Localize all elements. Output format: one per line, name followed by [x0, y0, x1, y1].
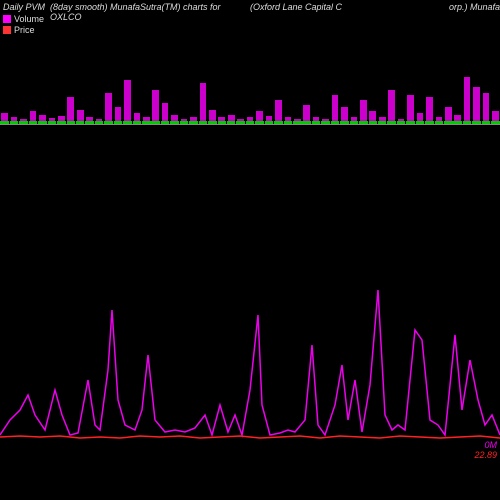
bar-group [311, 35, 320, 125]
bar-group [349, 35, 358, 125]
bar-group [151, 35, 160, 125]
bar-group [453, 35, 462, 125]
bar-group [113, 35, 122, 125]
bar-group [170, 35, 179, 125]
volume-bar [388, 90, 395, 125]
legend: Volume Price [3, 14, 44, 36]
volume-bar [464, 77, 471, 125]
legend-label-price: Price [14, 25, 35, 35]
bar-group [387, 35, 396, 125]
bar-group [359, 35, 368, 125]
bar-group [217, 35, 226, 125]
bar-group [330, 35, 339, 125]
bar-group [104, 35, 113, 125]
volume-bar [473, 87, 480, 125]
baseline [0, 124, 500, 125]
bar-group [28, 35, 37, 125]
bar-group [208, 35, 217, 125]
volume-bar-chart [0, 35, 500, 125]
bar-group [444, 35, 453, 125]
price-line [0, 436, 500, 438]
price-color-box [3, 26, 11, 34]
bar-group [160, 35, 169, 125]
bar-group [142, 35, 151, 125]
bar-group [368, 35, 377, 125]
header-title-right: orp.) Munafa [449, 2, 500, 12]
bar-group [321, 35, 330, 125]
bar-group [123, 35, 132, 125]
bar-group [94, 35, 103, 125]
bar-group [9, 35, 18, 125]
header-title-mid2: (Oxford Lane Capital C [250, 2, 400, 16]
bar-group [179, 35, 188, 125]
volume-bar [152, 90, 159, 125]
volume-line [0, 290, 500, 435]
chart-container: Daily PVM (8day smooth) MunafaSutra(TM) … [0, 0, 500, 500]
bar-group [132, 35, 141, 125]
legend-item-price: Price [3, 25, 44, 35]
bar-container [0, 35, 500, 125]
bar-group [227, 35, 236, 125]
volume-bar [200, 83, 207, 125]
bar-group [76, 35, 85, 125]
bar-group [462, 35, 471, 125]
legend-label-volume: Volume [14, 14, 44, 24]
bar-group [236, 35, 245, 125]
bar-group [264, 35, 273, 125]
bar-group [19, 35, 28, 125]
volume-bar [124, 80, 131, 125]
bar-group [85, 35, 94, 125]
volume-color-box [3, 15, 11, 23]
legend-item-volume: Volume [3, 14, 44, 24]
bar-group [47, 35, 56, 125]
bar-group [378, 35, 387, 125]
bar-group [340, 35, 349, 125]
line-chart-svg [0, 240, 500, 460]
bar-group [434, 35, 443, 125]
bar-group [57, 35, 66, 125]
line-chart: 0M 22.89 [0, 240, 500, 460]
bar-group [302, 35, 311, 125]
bar-group [472, 35, 481, 125]
bar-group [293, 35, 302, 125]
bar-group [406, 35, 415, 125]
axis-label-zero: 0M [484, 440, 497, 450]
bar-group [255, 35, 264, 125]
bar-group [283, 35, 292, 125]
bar-group [491, 35, 500, 125]
bar-group [0, 35, 9, 125]
bar-group [245, 35, 254, 125]
header-title-mid1: (8day smooth) MunafaSutra(TM) charts for… [50, 2, 250, 16]
bar-group [415, 35, 424, 125]
bar-group [425, 35, 434, 125]
axis-label-price: 22.89 [474, 450, 497, 460]
bar-group [396, 35, 405, 125]
bar-group [38, 35, 47, 125]
bar-group [274, 35, 283, 125]
bar-group [481, 35, 490, 125]
bar-group [198, 35, 207, 125]
bar-group [189, 35, 198, 125]
chart-header: Daily PVM (8day smooth) MunafaSutra(TM) … [0, 2, 500, 16]
bar-group [66, 35, 75, 125]
